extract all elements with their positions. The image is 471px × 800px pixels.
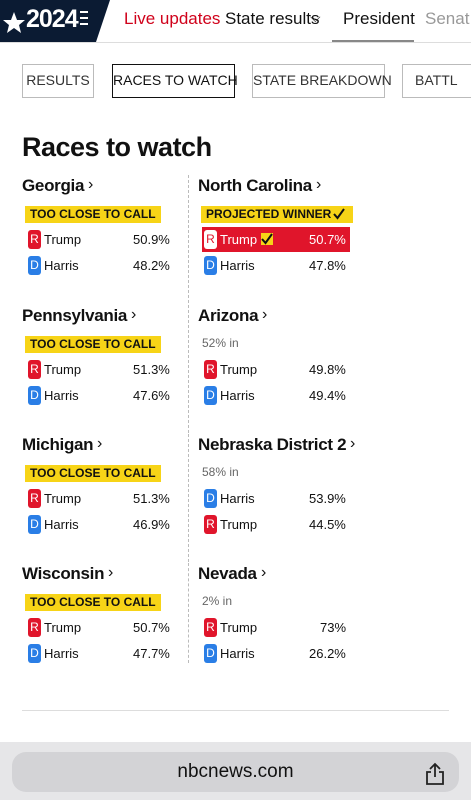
party-box: D	[204, 256, 217, 275]
header-border	[0, 42, 471, 43]
party-box: R	[28, 618, 41, 637]
column-divider	[188, 563, 189, 663]
candidate-name: Harris	[44, 258, 79, 273]
column-divider	[188, 175, 189, 303]
party-box: D	[28, 515, 41, 534]
party-box: R	[204, 230, 217, 249]
chevron: ›	[108, 564, 114, 581]
chevron: ›	[261, 564, 267, 581]
tab[interactable]: RESULTS	[22, 64, 94, 98]
chevron: ›	[88, 176, 94, 193]
party-box: R	[28, 489, 41, 508]
party-box: D	[204, 489, 217, 508]
candidate-name: Harris	[220, 646, 255, 661]
candidate-pct: 50.7%	[133, 620, 170, 635]
state-name[interactable]: Nevada	[198, 564, 257, 583]
party-box: R	[28, 230, 41, 249]
chevron: ›	[262, 306, 268, 323]
candidate-name: Trump	[44, 491, 82, 506]
candidate-pct: 49.4%	[309, 388, 346, 403]
status-badge: TOO CLOSE TO CALL	[25, 465, 161, 482]
candidate-name: Harris	[220, 491, 255, 506]
state-name[interactable]: Arizona	[198, 306, 259, 325]
nav-item[interactable]: Senat	[425, 9, 470, 28]
candidate-name: Trump	[220, 517, 258, 532]
candidate-name: Harris	[220, 388, 255, 403]
candidate-pct: 47.7%	[133, 646, 170, 661]
candidate-pct: 26.2%	[309, 646, 346, 661]
candidate-pct: 50.9%	[133, 232, 170, 247]
check-icon	[261, 233, 273, 245]
state-name[interactable]: Wisconsin	[22, 564, 105, 583]
candidate-pct: 51.3%	[133, 362, 170, 377]
nav-item[interactable]: President	[343, 9, 415, 28]
status-badge: TOO CLOSE TO CALL	[25, 206, 161, 223]
candidate-name: Trump	[220, 362, 258, 377]
candidate-pct: 49.8%	[309, 362, 346, 377]
party-box: R	[204, 360, 217, 379]
chevron: ›	[350, 435, 356, 452]
candidate-pct: 47.6%	[133, 388, 170, 403]
state-name[interactable]: North Carolina	[198, 176, 312, 195]
tab[interactable]: BATTL	[402, 64, 471, 98]
candidate-pct: 48.2%	[133, 258, 170, 273]
candidate-name: Harris	[220, 258, 255, 273]
logo: 2024	[26, 5, 79, 33]
tab[interactable]: STATE BREAKDOWN	[252, 64, 392, 98]
party-box: D	[28, 644, 41, 663]
reporting: 52% in	[202, 336, 239, 350]
nav-active-underline	[332, 40, 414, 42]
chevron: ›	[131, 306, 137, 323]
tab[interactable]: RACES TO WATCH	[112, 64, 238, 98]
reporting: 2% in	[202, 594, 233, 608]
status-badge: PROJECTED WINNER	[201, 206, 354, 223]
party-box: D	[204, 386, 217, 405]
candidate-name: Harris	[44, 388, 79, 403]
column-divider	[188, 305, 189, 433]
candidate-name: Harris	[44, 646, 79, 661]
reporting: 58% in	[202, 465, 239, 479]
nav-item[interactable]: Live updates	[124, 9, 221, 28]
candidate-pct: 44.5%	[309, 517, 346, 532]
candidate-pct: 50.7%	[309, 232, 346, 247]
party-box: D	[28, 386, 41, 405]
party-box: R	[204, 618, 217, 637]
nav-chevron: ⌵	[310, 9, 321, 25]
party-box: R	[28, 360, 41, 379]
url[interactable]: nbcnews.com	[177, 761, 294, 782]
section-title: Races to watch	[22, 132, 212, 162]
candidate-name: Harris	[44, 517, 79, 532]
status-badge: TOO CLOSE TO CALL	[25, 594, 161, 611]
state-name[interactable]: Nebraska District 2	[198, 435, 347, 454]
chevron: ›	[316, 176, 322, 193]
divider	[22, 710, 449, 711]
candidate-name: Trump	[44, 232, 82, 247]
candidate-pct: 53.9%	[309, 491, 346, 506]
candidate-pct: 51.3%	[133, 491, 170, 506]
candidate-name: Trump	[220, 620, 258, 635]
state-name[interactable]: Michigan	[22, 435, 94, 454]
url-field[interactable]	[12, 752, 459, 792]
chevron: ›	[97, 435, 103, 452]
candidate-pct: 46.9%	[133, 517, 170, 532]
party-box: D	[204, 644, 217, 663]
candidate-name: Trump	[220, 232, 258, 247]
state-name[interactable]: Pennsylvania	[22, 306, 128, 325]
status-badge: TOO CLOSE TO CALL	[25, 336, 161, 353]
share-icon[interactable]	[424, 762, 446, 786]
column-divider	[188, 434, 189, 562]
candidate-name: Trump	[44, 620, 82, 635]
nav-item[interactable]: State results	[225, 9, 320, 28]
state-name[interactable]: Georgia	[22, 176, 85, 195]
party-box: R	[204, 515, 217, 534]
party-box: D	[28, 256, 41, 275]
candidate-pct: 73%	[320, 620, 347, 635]
winner-highlight	[202, 227, 350, 252]
candidate-pct: 47.8%	[309, 258, 346, 273]
check-icon	[333, 208, 345, 220]
candidate-name: Trump	[44, 362, 82, 377]
logo-bg	[0, 0, 110, 42]
